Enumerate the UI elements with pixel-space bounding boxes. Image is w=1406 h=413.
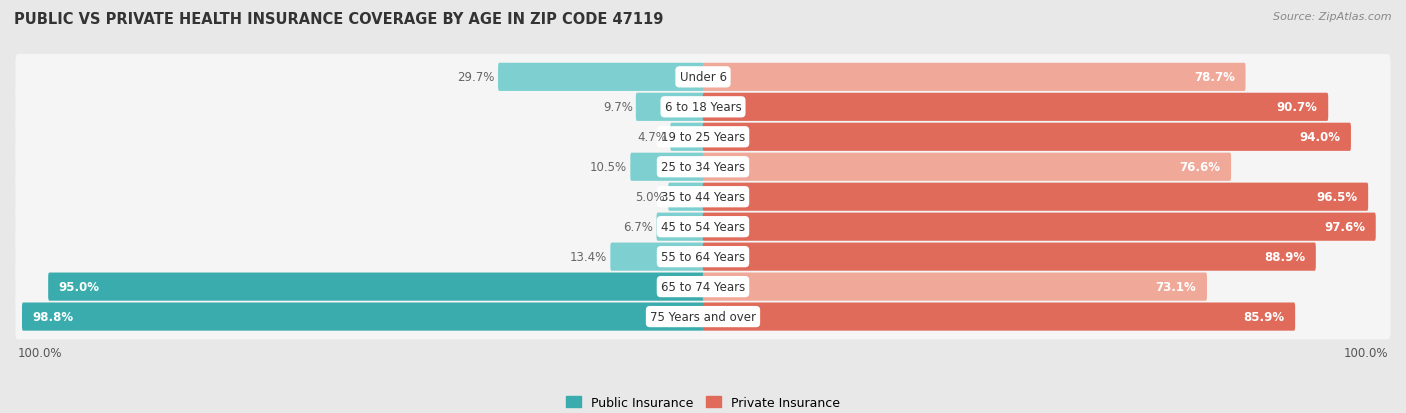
Text: PUBLIC VS PRIVATE HEALTH INSURANCE COVERAGE BY AGE IN ZIP CODE 47119: PUBLIC VS PRIVATE HEALTH INSURANCE COVER… bbox=[14, 12, 664, 27]
FancyBboxPatch shape bbox=[15, 175, 1391, 220]
Text: 5.0%: 5.0% bbox=[636, 191, 665, 204]
FancyBboxPatch shape bbox=[15, 115, 1391, 160]
Text: Under 6: Under 6 bbox=[679, 71, 727, 84]
FancyBboxPatch shape bbox=[15, 294, 1391, 339]
Text: 13.4%: 13.4% bbox=[569, 251, 607, 263]
FancyBboxPatch shape bbox=[15, 145, 1391, 190]
FancyBboxPatch shape bbox=[636, 93, 704, 121]
Text: 88.9%: 88.9% bbox=[1264, 251, 1305, 263]
FancyBboxPatch shape bbox=[48, 273, 704, 301]
Text: 76.6%: 76.6% bbox=[1180, 161, 1220, 174]
FancyBboxPatch shape bbox=[703, 243, 1316, 271]
Text: 6 to 18 Years: 6 to 18 Years bbox=[665, 101, 741, 114]
Text: 97.6%: 97.6% bbox=[1324, 221, 1365, 234]
Text: 65 to 74 Years: 65 to 74 Years bbox=[661, 280, 745, 293]
Text: 75 Years and over: 75 Years and over bbox=[650, 310, 756, 323]
Text: 29.7%: 29.7% bbox=[457, 71, 495, 84]
Text: 10.5%: 10.5% bbox=[591, 161, 627, 174]
FancyBboxPatch shape bbox=[498, 64, 704, 92]
FancyBboxPatch shape bbox=[22, 303, 704, 331]
Text: 98.8%: 98.8% bbox=[32, 310, 73, 323]
FancyBboxPatch shape bbox=[703, 123, 1351, 152]
Text: 4.7%: 4.7% bbox=[637, 131, 668, 144]
Text: 25 to 34 Years: 25 to 34 Years bbox=[661, 161, 745, 174]
FancyBboxPatch shape bbox=[15, 204, 1391, 250]
Text: 100.0%: 100.0% bbox=[1344, 347, 1389, 359]
FancyBboxPatch shape bbox=[671, 123, 704, 152]
FancyBboxPatch shape bbox=[703, 64, 1246, 92]
FancyBboxPatch shape bbox=[703, 93, 1329, 121]
FancyBboxPatch shape bbox=[15, 55, 1391, 100]
Text: 95.0%: 95.0% bbox=[59, 280, 100, 293]
FancyBboxPatch shape bbox=[703, 213, 1375, 241]
Text: 45 to 54 Years: 45 to 54 Years bbox=[661, 221, 745, 234]
Text: 90.7%: 90.7% bbox=[1277, 101, 1317, 114]
Text: 94.0%: 94.0% bbox=[1299, 131, 1340, 144]
Text: 55 to 64 Years: 55 to 64 Years bbox=[661, 251, 745, 263]
FancyBboxPatch shape bbox=[703, 183, 1368, 211]
FancyBboxPatch shape bbox=[703, 153, 1232, 181]
FancyBboxPatch shape bbox=[630, 153, 704, 181]
Text: Source: ZipAtlas.com: Source: ZipAtlas.com bbox=[1274, 12, 1392, 22]
FancyBboxPatch shape bbox=[703, 303, 1295, 331]
Text: 96.5%: 96.5% bbox=[1316, 191, 1358, 204]
Text: 35 to 44 Years: 35 to 44 Years bbox=[661, 191, 745, 204]
Text: 85.9%: 85.9% bbox=[1243, 310, 1285, 323]
Text: 19 to 25 Years: 19 to 25 Years bbox=[661, 131, 745, 144]
FancyBboxPatch shape bbox=[668, 183, 704, 211]
Text: 6.7%: 6.7% bbox=[623, 221, 654, 234]
Text: 100.0%: 100.0% bbox=[17, 347, 62, 359]
Text: 73.1%: 73.1% bbox=[1156, 280, 1197, 293]
Text: 9.7%: 9.7% bbox=[603, 101, 633, 114]
Text: 78.7%: 78.7% bbox=[1194, 71, 1234, 84]
FancyBboxPatch shape bbox=[15, 264, 1391, 310]
FancyBboxPatch shape bbox=[15, 234, 1391, 280]
FancyBboxPatch shape bbox=[610, 243, 704, 271]
Legend: Public Insurance, Private Insurance: Public Insurance, Private Insurance bbox=[561, 391, 845, 413]
FancyBboxPatch shape bbox=[703, 273, 1206, 301]
FancyBboxPatch shape bbox=[657, 213, 704, 241]
FancyBboxPatch shape bbox=[15, 85, 1391, 130]
